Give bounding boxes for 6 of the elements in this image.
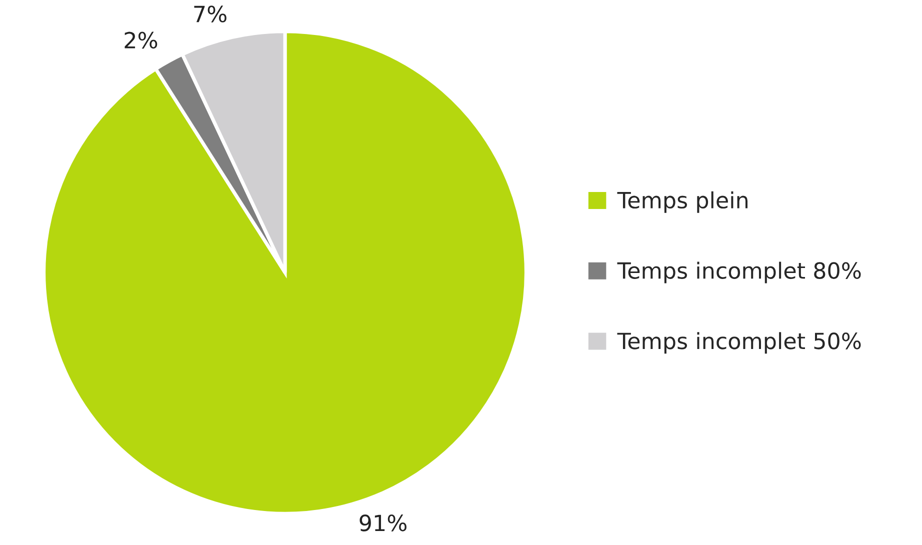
data-label: 2% xyxy=(124,32,158,49)
legend-label: Temps incomplet 50% xyxy=(617,332,861,354)
data-label: 91% xyxy=(360,514,406,532)
legend-label: Temps plein xyxy=(617,191,748,213)
data-label: 7% xyxy=(194,6,226,22)
legend-label: Temps incomplet 80% xyxy=(617,262,861,284)
